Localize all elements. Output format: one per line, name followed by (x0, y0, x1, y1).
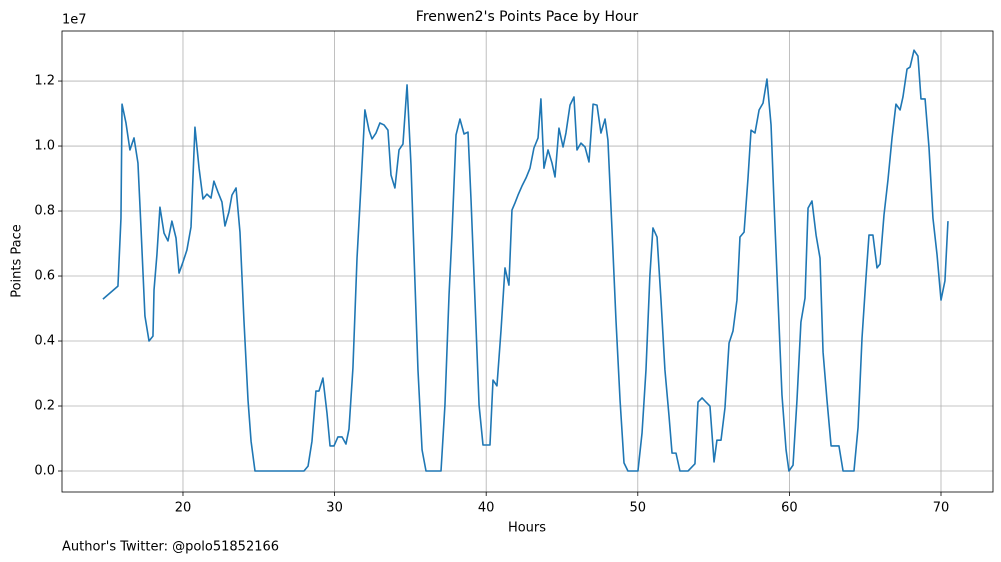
x-tick-label: 20 (175, 501, 192, 516)
chart-title: Frenwen2's Points Pace by Hour (416, 9, 639, 25)
data-line (102, 49, 949, 472)
y-offset-text: 1e7 (62, 13, 87, 28)
y-tick-label: 1.2 (34, 74, 55, 89)
plot-frame (61, 30, 994, 493)
x-tick-label: 30 (326, 501, 343, 516)
x-tick-label: 70 (933, 501, 950, 516)
x-axis-label: Hours (508, 521, 546, 536)
y-tick-label: 0.8 (34, 204, 55, 219)
y-axis-label: Points Pace (10, 224, 25, 298)
y-tick-label: 0.0 (34, 464, 55, 479)
x-tick-label: 60 (781, 501, 798, 516)
y-tick-label: 0.4 (34, 334, 55, 349)
y-tick-label: 0.6 (34, 269, 55, 284)
y-tick-label: 1.0 (34, 139, 55, 154)
x-tick-label: 40 (478, 501, 495, 516)
x-tick-label: 50 (630, 501, 647, 516)
footer: Author's Twitter: @polo51852166 (62, 540, 279, 555)
y-tick-label: 0.2 (34, 399, 55, 414)
